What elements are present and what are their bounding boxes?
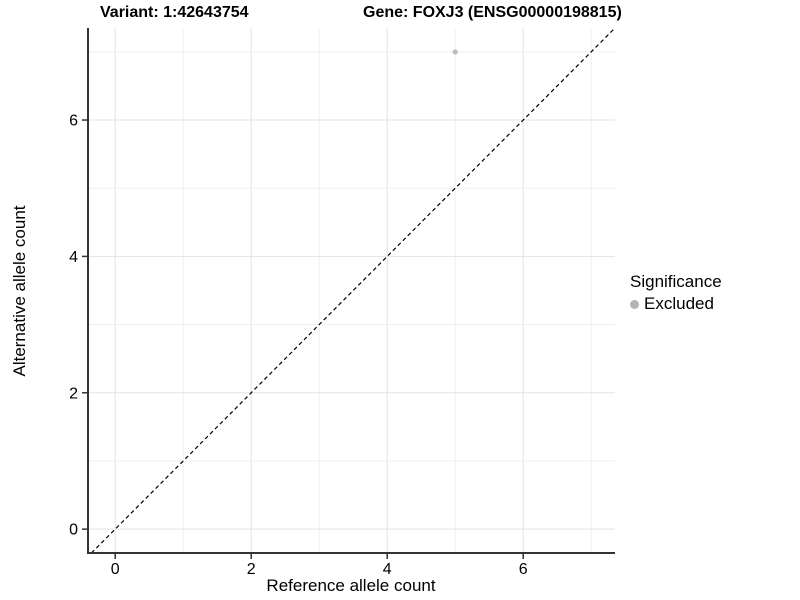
- legend-item-label: Excluded: [644, 294, 714, 313]
- x-tick-label: 4: [383, 561, 392, 578]
- y-tick-label: 4: [69, 249, 78, 266]
- identity-line: [90, 27, 616, 554]
- plot-title-gene: Gene: FOXJ3 (ENSG00000198815): [363, 4, 622, 21]
- y-tick-label: 0: [69, 522, 78, 539]
- x-tick-label: 0: [111, 561, 120, 578]
- y-tick-label: 6: [69, 113, 78, 130]
- y-tick-label: 2: [69, 385, 78, 402]
- plot-title-variant: Variant: 1:42643754: [100, 4, 249, 21]
- y-axis-title: Alternative allele count: [10, 205, 29, 377]
- legend: Significance Excluded: [630, 272, 722, 314]
- legend-item-excluded: Excluded: [630, 294, 722, 314]
- data-point: [452, 49, 458, 55]
- x-tick-label: 6: [519, 561, 528, 578]
- x-axis-title: Reference allele count: [266, 576, 436, 595]
- legend-title: Significance: [630, 272, 722, 291]
- plot-title-row: Variant: 1:42643754 Gene: FOXJ3 (ENSG000…: [0, 4, 800, 26]
- legend-point-icon: [630, 299, 639, 309]
- x-tick-label: 2: [247, 561, 256, 578]
